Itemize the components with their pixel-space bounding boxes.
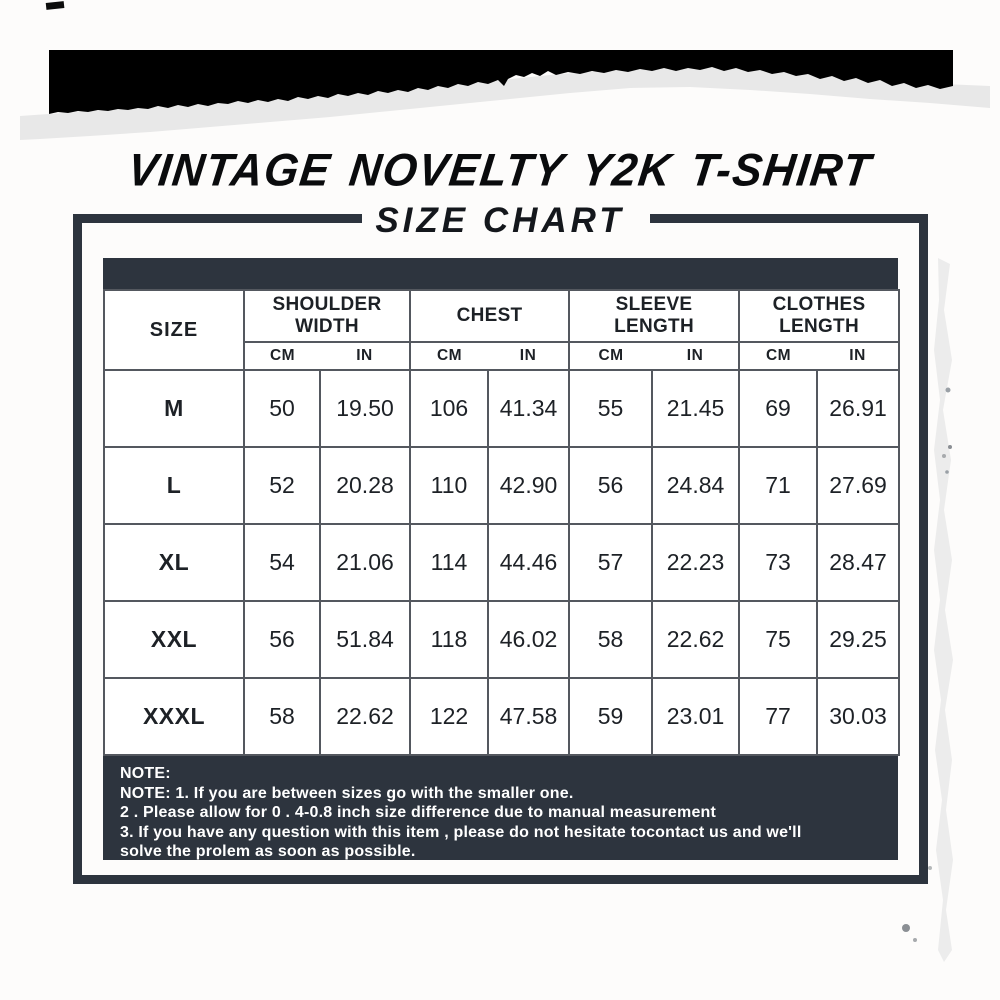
- value-cell: 41.34: [487, 369, 571, 448]
- note-line: 3. If you have any question with this it…: [120, 823, 802, 841]
- texture-speck: [928, 866, 932, 870]
- frame-border-left: [73, 214, 82, 884]
- value-cell: 42.90: [487, 446, 571, 525]
- texture-speck: [942, 454, 946, 458]
- value-cell: 71: [738, 446, 819, 525]
- table-row: XXXL 58 22.62 122 47.58 59 23.01 77 30.0…: [103, 677, 901, 756]
- header-sleeve-length: SLEEVE LENGTH: [568, 289, 741, 343]
- page-title-wrap: VINTAGE NOVELTY Y2K T-SHIRT: [0, 145, 1000, 196]
- note-heading: NOTE:: [120, 765, 171, 782]
- table-header-bar: [103, 258, 898, 289]
- size-chart-heading: SIZE CHART: [375, 201, 625, 240]
- torn-paper-right-texture: [902, 258, 953, 962]
- value-cell: 52: [243, 446, 321, 525]
- value-cell: 118: [409, 600, 490, 679]
- value-cell: 47.58: [487, 677, 571, 756]
- header-shoulder-width: SHOULDER WIDTH: [242, 289, 412, 343]
- value-cell: 56: [243, 600, 321, 679]
- texture-speck: [945, 387, 951, 393]
- value-cell: 54: [243, 523, 321, 602]
- table-group-header-row: SIZE SHOULDER WIDTH CHEST SLEEVE LENGTH …: [103, 289, 901, 371]
- value-cell: 20.28: [318, 446, 412, 525]
- banner-ink-speck: [45, 1, 65, 10]
- value-cell: 69: [738, 369, 819, 448]
- torn-paper-banner: [20, 1, 990, 140]
- value-cell: 50: [243, 369, 321, 448]
- value-cell: 73: [738, 523, 819, 602]
- unit-clothes-cm: CM: [738, 341, 818, 371]
- note-panel: NOTE: NOTE: 1. If you are between sizes …: [103, 756, 898, 860]
- table-unit-row: CM IN CM IN CM IN CM IN: [104, 341, 901, 371]
- unit-chest-cm: CM: [409, 341, 489, 371]
- value-cell: 27.69: [816, 446, 901, 525]
- value-cell: 75: [738, 600, 819, 679]
- size-cell: L: [103, 446, 245, 525]
- header-chest: CHEST: [409, 289, 571, 343]
- frame-border-top-left: [73, 214, 362, 223]
- table-row: L 52 20.28 110 42.90 56 24.84 71 27.69: [103, 446, 901, 525]
- size-chart-table-container: SIZE SHOULDER WIDTH CHEST SLEEVE LENGTH …: [103, 258, 901, 860]
- page-title: VINTAGE NOVELTY Y2K T-SHIRT: [125, 145, 875, 196]
- value-cell: 106: [409, 369, 490, 448]
- value-cell: 23.01: [651, 677, 741, 756]
- value-cell: 122: [409, 677, 490, 756]
- value-cell: 59: [568, 677, 654, 756]
- value-cell: 44.46: [487, 523, 571, 602]
- value-cell: 46.02: [487, 600, 571, 679]
- note-line: 2 . Please allow for 0 . 4-0.8 inch size…: [120, 804, 717, 821]
- value-cell: 56: [568, 446, 654, 525]
- table-row: M 50 19.50 106 41.34 55 21.45 69 26.91: [103, 369, 901, 448]
- unit-sleeve-cm: CM: [568, 341, 653, 371]
- value-cell: 24.84: [651, 446, 741, 525]
- value-cell: 28.47: [816, 523, 901, 602]
- frame-border-bottom: [73, 875, 928, 884]
- frame-border-top-right: [650, 214, 928, 223]
- texture-speck: [948, 445, 952, 449]
- value-cell: 114: [409, 523, 490, 602]
- note-line: solve the prolem as soon as possible.: [120, 843, 416, 860]
- size-cell: XXXL: [103, 677, 245, 756]
- size-table: SIZE SHOULDER WIDTH CHEST SLEEVE LENGTH …: [103, 289, 901, 756]
- value-cell: 19.50: [318, 369, 412, 448]
- size-cell: XL: [103, 523, 245, 602]
- size-cell: M: [103, 369, 245, 448]
- value-cell: 29.25: [816, 600, 901, 679]
- header-clothes-length: CLOTHES LENGTH: [738, 289, 901, 343]
- value-cell: 21.06: [318, 523, 412, 602]
- value-cell: 58: [243, 677, 321, 756]
- value-cell: 26.91: [816, 369, 901, 448]
- texture-speck: [945, 470, 949, 474]
- table-row: XL 54 21.06 114 44.46 57 22.23 73 28.47: [103, 523, 901, 602]
- value-cell: 57: [568, 523, 654, 602]
- torn-paper-fiber-edge: [20, 66, 990, 140]
- value-cell: 22.62: [651, 600, 741, 679]
- note-line: NOTE: 1. If you are between sizes go wit…: [120, 784, 574, 802]
- value-cell: 110: [409, 446, 490, 525]
- frame-border-right: [919, 214, 928, 884]
- banner-black-band: [49, 50, 953, 114]
- value-cell: 55: [568, 369, 654, 448]
- header-size: SIZE: [103, 289, 245, 371]
- unit-sleeve-in: IN: [652, 341, 741, 371]
- right-texture-strip: [934, 258, 953, 962]
- unit-clothes-in: IN: [817, 341, 901, 371]
- value-cell: 51.84: [318, 600, 412, 679]
- value-cell: 58: [568, 600, 654, 679]
- texture-speck: [902, 924, 910, 932]
- value-cell: 30.03: [816, 677, 901, 756]
- value-cell: 22.23: [651, 523, 741, 602]
- value-cell: 77: [738, 677, 819, 756]
- value-cell: 22.62: [318, 677, 412, 756]
- unit-shoulder-cm: CM: [243, 341, 320, 371]
- value-cell: 21.45: [651, 369, 741, 448]
- unit-shoulder-in: IN: [320, 341, 412, 371]
- table-row: XXL 56 51.84 118 46.02 58 22.62 75 29.25: [103, 600, 901, 679]
- size-cell: XXL: [103, 600, 245, 679]
- unit-chest-in: IN: [488, 341, 571, 371]
- texture-speck: [913, 938, 917, 942]
